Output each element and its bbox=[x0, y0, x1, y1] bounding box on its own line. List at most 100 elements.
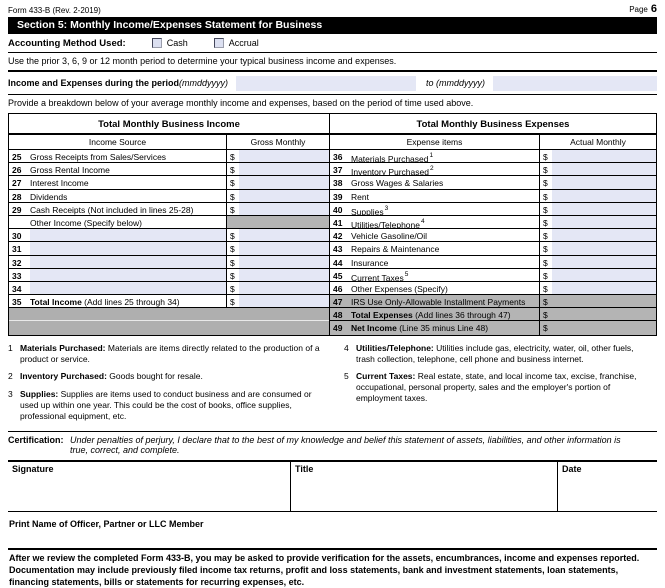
amount-input[interactable] bbox=[552, 202, 656, 215]
row-label: Total Income (Add lines 25 through 34) bbox=[30, 295, 226, 307]
amount-input[interactable] bbox=[239, 295, 329, 308]
expense-items-header: Expense items bbox=[406, 137, 463, 147]
table-row-47: 47 IRS Use Only-Allowable Installment Pay… bbox=[330, 295, 656, 309]
accounting-method-row: Accounting Method Used: Cash Accrual bbox=[8, 34, 657, 53]
amount-cell: $ bbox=[226, 150, 329, 163]
dollar-sign: $ bbox=[230, 244, 235, 255]
footnote-ref: 3 bbox=[384, 204, 389, 212]
footnotes-right-column: 4 Utilities/Telephone: Utilities include … bbox=[344, 343, 657, 429]
amount-input[interactable] bbox=[552, 281, 656, 295]
gross-monthly-header: Gross Monthly bbox=[226, 135, 329, 149]
footnote-term: Inventory Purchased: bbox=[20, 371, 107, 382]
amount-input[interactable] bbox=[239, 268, 329, 281]
row-number: 33 bbox=[12, 270, 22, 281]
date-field[interactable]: Date bbox=[557, 461, 657, 511]
dollar-sign: $ bbox=[543, 178, 548, 189]
amount-input[interactable] bbox=[239, 189, 329, 202]
row-label: Interest Income bbox=[30, 176, 226, 188]
row-label: Rent bbox=[351, 190, 539, 202]
row-number: 31 bbox=[12, 244, 22, 255]
other-income-description-input[interactable] bbox=[30, 242, 226, 255]
row-number: 42 bbox=[333, 231, 343, 242]
table-row-43: 43 Repairs & Maintenance $ bbox=[330, 242, 656, 256]
accrual-checkbox[interactable] bbox=[213, 38, 224, 48]
page-indicator: Page 6 bbox=[629, 3, 657, 15]
table-row-39: 39 Rent $ bbox=[330, 189, 656, 203]
row-number: 47 bbox=[333, 297, 343, 308]
print-name-field[interactable]: Print Name of Officer, Partner or LLC Me… bbox=[9, 518, 204, 529]
amount-cell: $ bbox=[226, 229, 329, 242]
row-label: Inventory Purchased2 bbox=[351, 163, 539, 175]
amount-cell: $ bbox=[226, 176, 329, 189]
row-label bbox=[30, 242, 226, 255]
row-label: Other Income (Specify below) bbox=[30, 216, 226, 228]
row-label-text: Interest Income bbox=[30, 178, 89, 189]
amount-input[interactable] bbox=[552, 242, 656, 255]
table-row-45: 45 Current Taxes5 $ bbox=[330, 268, 656, 282]
amount-input[interactable] bbox=[552, 176, 656, 189]
row-label-suffix: (Line 35 minus Line 48) bbox=[396, 323, 489, 334]
amount-input[interactable] bbox=[552, 255, 656, 268]
table-row-38: 38 Gross Wages & Salaries $ bbox=[330, 176, 656, 190]
footnote-body: Utilities/Telephone: Utilities include g… bbox=[356, 343, 657, 365]
row-number: 25 bbox=[12, 152, 22, 162]
table-row-40: 40 Supplies3 $ bbox=[330, 202, 656, 216]
amount-input[interactable] bbox=[552, 268, 656, 281]
amount-cell: $ bbox=[226, 268, 329, 281]
row-label: Utilities/Telephone4 bbox=[351, 216, 539, 228]
amount-input[interactable] bbox=[239, 281, 329, 295]
period-start-field[interactable] bbox=[236, 75, 417, 91]
amount-cell: $ bbox=[226, 163, 329, 176]
row-label: Dividends bbox=[30, 190, 226, 202]
table-row-32: 32 $ bbox=[9, 255, 329, 269]
income-table-title: Total Monthly Business Income bbox=[9, 114, 329, 135]
table-row bbox=[9, 308, 329, 322]
amount-input[interactable] bbox=[239, 229, 329, 242]
amount-cell: $ bbox=[539, 308, 656, 321]
amount-cell bbox=[226, 215, 329, 229]
other-income-description-input[interactable] bbox=[30, 268, 226, 281]
row-label-text: Gross Wages & Salaries bbox=[351, 178, 444, 189]
row-label-text: Repairs & Maintenance bbox=[351, 244, 440, 255]
dollar-sign: $ bbox=[230, 283, 235, 294]
title-field[interactable]: Title bbox=[290, 461, 557, 511]
amount-input[interactable] bbox=[239, 242, 329, 255]
row-label-text: Current Taxes bbox=[351, 272, 404, 281]
amount-input[interactable] bbox=[239, 176, 329, 189]
other-income-description-input[interactable] bbox=[30, 229, 226, 242]
signature-table: Signature Title Date bbox=[8, 459, 657, 512]
amount-cell: $ bbox=[539, 150, 656, 163]
amount-input[interactable] bbox=[552, 163, 656, 176]
dollar-sign: $ bbox=[543, 283, 548, 294]
period-end-field[interactable] bbox=[493, 75, 657, 91]
footnote-body: Supplies: Supplies are items used to con… bbox=[20, 389, 324, 422]
amount-input[interactable] bbox=[552, 150, 656, 163]
cash-checkbox[interactable] bbox=[151, 38, 162, 48]
table-row-35: 35 Total Income (Add lines 25 through 34)… bbox=[9, 295, 329, 309]
table-row-26: 26 Gross Rental Income $ bbox=[9, 163, 329, 177]
signature-field[interactable]: Signature bbox=[8, 462, 290, 511]
row-number: 35 bbox=[12, 297, 22, 308]
row-number: 46 bbox=[333, 283, 343, 294]
other-income-description-input[interactable] bbox=[30, 281, 226, 295]
table-row-28: 28 Dividends $ bbox=[9, 189, 329, 203]
amount-cell: $ bbox=[226, 189, 329, 202]
row-label-text: Materials Purchased bbox=[351, 153, 429, 163]
dollar-sign: $ bbox=[543, 152, 548, 162]
amount-input[interactable] bbox=[552, 229, 656, 242]
amount-input[interactable] bbox=[552, 215, 656, 229]
other-income-description-input[interactable] bbox=[30, 255, 226, 268]
date-label: Date bbox=[562, 463, 582, 474]
amount-input[interactable] bbox=[239, 163, 329, 176]
accounting-method-label: Accounting Method Used: bbox=[8, 37, 126, 49]
footnote-body: Inventory Purchased: Goods bought for re… bbox=[20, 371, 324, 382]
expense-table-title: Total Monthly Business Expenses bbox=[330, 114, 656, 135]
amount-input[interactable] bbox=[239, 202, 329, 215]
amount-cell: $ bbox=[226, 242, 329, 255]
footnote-number: 4 bbox=[344, 342, 349, 353]
amount-input[interactable] bbox=[239, 150, 329, 163]
footnote-ref: 4 bbox=[420, 217, 425, 225]
amount-input[interactable] bbox=[552, 189, 656, 202]
footnote-ref: 1 bbox=[429, 152, 434, 159]
amount-input[interactable] bbox=[239, 255, 329, 268]
